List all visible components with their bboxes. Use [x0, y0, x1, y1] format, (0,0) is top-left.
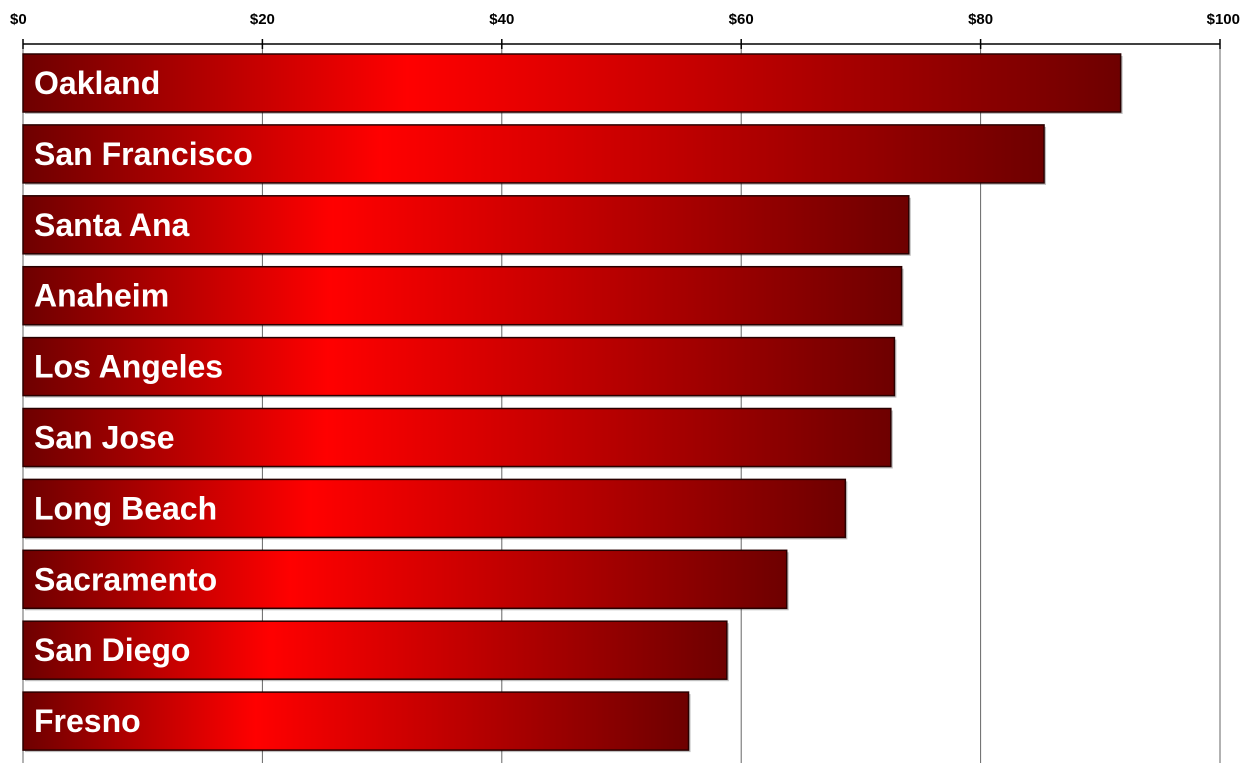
bar-group: San Jose [22, 407, 893, 469]
bar [22, 407, 892, 468]
bar-group: Sacramento [22, 549, 789, 611]
bar [22, 265, 903, 326]
bar-category-label: Anaheim [34, 278, 169, 314]
x-tick-label: $0 [10, 11, 27, 28]
x-tick-label: $40 [489, 11, 514, 28]
x-tick-label: $100 [1207, 11, 1240, 28]
bar-group: San Diego [22, 620, 729, 682]
bar-group: Fresno [22, 691, 691, 753]
bar-category-label: Los Angeles [34, 349, 223, 385]
bar-group: Oakland [22, 53, 1123, 114]
bar-category-label: Oakland [34, 65, 160, 101]
bar-category-label: Sacramento [34, 561, 217, 597]
bar [22, 478, 847, 539]
bars: Oakland San Francisco Santa Ana Anaheim Los … [22, 53, 1123, 753]
bar [22, 336, 896, 397]
bar-category-label: Long Beach [34, 490, 217, 526]
bar-category-label: San Diego [34, 632, 190, 668]
bar-category-label: San Francisco [34, 136, 253, 172]
bar-category-label: Santa Ana [34, 207, 190, 243]
bar [22, 620, 728, 680]
bar [22, 549, 788, 610]
x-axis: $0 $20 $40 $60 $80 $100 [10, 11, 1240, 49]
x-tick-label: $60 [729, 11, 754, 28]
bar-group: Los Angeles [22, 336, 897, 398]
bar-category-label: San Jose [34, 420, 175, 456]
bar-group: Anaheim [22, 265, 904, 327]
bar [22, 124, 1045, 184]
bar [22, 53, 1122, 113]
x-tick-label: $80 [968, 11, 993, 28]
bar-group: Long Beach [22, 478, 848, 540]
bar-category-label: Fresno [34, 703, 141, 739]
bar [22, 195, 910, 255]
bar [22, 691, 690, 751]
bar-group: Santa Ana [22, 195, 911, 256]
x-tick-label: $20 [250, 11, 275, 28]
bar-group: San Francisco [22, 124, 1047, 185]
